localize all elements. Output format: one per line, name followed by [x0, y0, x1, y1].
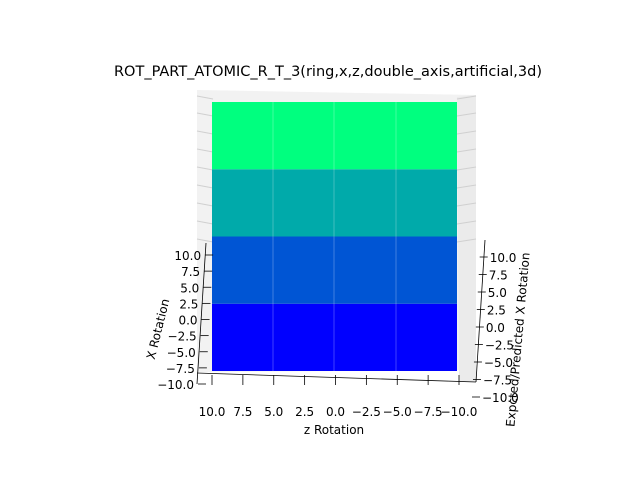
surface-band — [212, 303, 457, 371]
x-rotation-tick-label: 0.0 — [178, 314, 197, 328]
chart-title: ROT_PART_ATOMIC_R_T_3(ring,x,z,double_ax… — [113, 64, 543, 80]
grid-line-left — [196, 202, 214, 207]
x-rotation-tick-label: 7.5 — [181, 265, 200, 279]
predicted-tick-label: 0.0 — [486, 321, 505, 335]
z-rotation-tick-label: 0.0 — [326, 405, 345, 419]
predicted-tick-label: 7.5 — [489, 269, 508, 283]
x-rotation-tick-label: −10.0 — [157, 378, 194, 392]
predicted-tick-label: 5.0 — [488, 286, 507, 300]
x-rotation-tick-label: −7.5 — [166, 362, 195, 376]
grid-line-right — [456, 95, 477, 100]
predicted-axis-line — [475, 239, 486, 383]
grid-line-left — [196, 220, 214, 225]
predicted-tick-label: −7.5 — [483, 374, 512, 388]
z-rotation-tick-label: 7.5 — [233, 405, 252, 419]
x-axis-label: z Rotation — [304, 423, 364, 437]
grid-line-left — [196, 95, 214, 100]
predicted-tick-label: 2.5 — [487, 304, 506, 318]
grid-line-right — [456, 112, 477, 117]
x-rotation-tick-label: −5.0 — [167, 346, 196, 360]
surface-band — [212, 169, 457, 237]
z-rotation-tick-label: 5.0 — [264, 405, 283, 419]
grid-line-left — [196, 130, 214, 135]
predicted-tick-label: −2.5 — [485, 339, 514, 353]
z-rotation-tick-label: −7.5 — [414, 405, 443, 419]
grid-line-left — [196, 148, 214, 153]
grid-line-left — [196, 166, 214, 171]
grid-line-right — [456, 184, 477, 189]
grid-line-right — [456, 220, 477, 225]
surface-band — [212, 236, 457, 304]
grid-line-left — [196, 184, 214, 189]
grid-line-right — [456, 130, 477, 135]
axes: 10.0 7.5 5.0 2.5 0.0 −2.5 −5.0 −7.5−10.0−10.0−7… — [157, 239, 519, 419]
grid-line-right — [456, 202, 477, 207]
z-rotation-tick-label: −10.0 — [441, 405, 478, 419]
x-rotation-axis-line — [196, 242, 207, 385]
grid-line-left — [196, 238, 214, 243]
x-rotation-tick-label: −2.5 — [168, 330, 197, 344]
z-rotation-axis-line — [196, 372, 477, 383]
x-rotation-tick-label: 10.0 — [174, 249, 201, 263]
grid-line-right — [456, 148, 477, 153]
side-pane — [457, 95, 476, 382]
grid-line-right — [456, 166, 477, 171]
predicted-tick-label: −5.0 — [484, 356, 513, 370]
z-rotation-tick-label: 2.5 — [295, 405, 314, 419]
predicted-tick-label: −10.0 — [482, 391, 519, 405]
z-rotation-tick-label: 10.0 — [199, 405, 226, 419]
predicted-tick-label: 10.0 — [490, 251, 517, 265]
surface-band — [212, 102, 457, 170]
grid-line-right — [456, 238, 477, 243]
grid-lines — [196, 95, 477, 243]
x-rotation-tick-label: 5.0 — [180, 281, 199, 295]
z-rotation-tick-label: −5.0 — [383, 405, 412, 419]
grid-line-left — [196, 112, 214, 117]
z-rotation-tick-label: −2.5 — [352, 405, 381, 419]
surface — [212, 102, 457, 371]
x-rotation-tick-label: 2.5 — [179, 297, 198, 311]
